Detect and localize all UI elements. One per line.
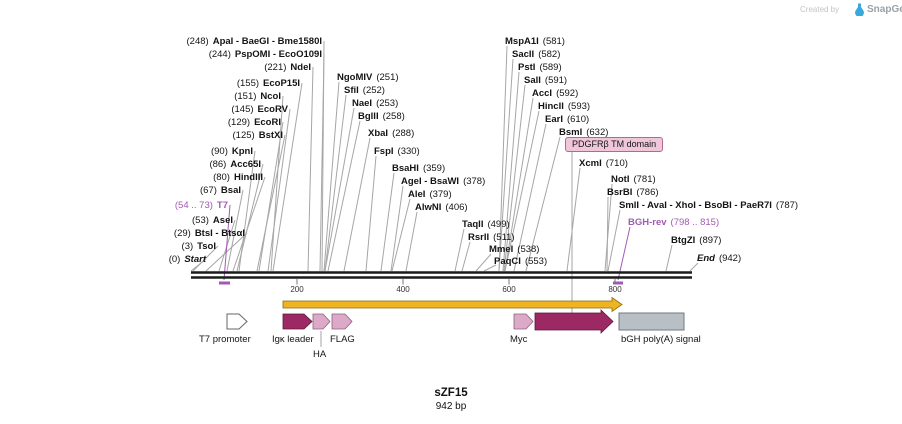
- ruler-tick-label: 400: [396, 285, 410, 294]
- enzyme-site-label[interactable]: TaqII (499): [462, 219, 510, 230]
- enzyme-site-label[interactable]: SfiI (252): [344, 85, 385, 96]
- enzyme-site-label[interactable]: XbaI (288): [368, 128, 415, 139]
- construct-length: 942 bp: [435, 401, 467, 412]
- enzyme-site-label[interactable]: HincII (593): [538, 101, 591, 112]
- enzyme-site-label[interactable]: (53) AseI: [192, 215, 233, 226]
- enzyme-site-label[interactable]: (67) BsaI: [200, 185, 241, 196]
- feature-label-flag[interactable]: FLAG: [330, 334, 355, 345]
- feature-flag-arrow[interactable]: [331, 313, 353, 330]
- start-label: (0) Start: [168, 254, 206, 265]
- enzyme-site-label[interactable]: NotI (781): [611, 174, 656, 185]
- feature-igk-leader-arrow[interactable]: [282, 313, 313, 330]
- enzyme-site-label[interactable]: (151) NcoI: [234, 91, 281, 102]
- enzyme-site-label[interactable]: MmeI (538): [489, 244, 540, 255]
- primer-label-t7[interactable]: (54 .. 73) T7: [174, 200, 228, 211]
- enzyme-site-label[interactable]: (248) ApaI - BaeGI - Bme1580I: [186, 36, 322, 47]
- primer-label-bgh-rev[interactable]: BGH-rev (798 .. 815): [628, 217, 720, 228]
- feature-label-t7-promoter[interactable]: T7 promoter: [199, 334, 251, 345]
- enzyme-site-label[interactable]: AgeI - BsaWI (378): [401, 176, 486, 187]
- end-label: End (942): [697, 253, 742, 264]
- enzyme-site-label[interactable]: AlwNI (406): [415, 202, 468, 213]
- enzyme-site-label[interactable]: BsmI (632): [559, 127, 609, 138]
- enzyme-site-label[interactable]: AccI (592): [532, 88, 579, 99]
- watermark-created-by: Created by: [800, 5, 840, 14]
- enzyme-site-label[interactable]: BglII (258): [358, 111, 405, 122]
- enzyme-site-label[interactable]: (155) EcoP15I: [236, 78, 300, 89]
- annotation-pdgfrb-tm-domain[interactable]: PDGFRβ TM domain: [565, 137, 664, 152]
- feature-label-ha[interactable]: HA: [313, 349, 327, 360]
- enzyme-site-label[interactable]: PstI (589): [518, 62, 562, 73]
- enzyme-site-label[interactable]: (29) BtsI - BtsαI: [173, 228, 245, 239]
- enzyme-site-label[interactable]: SmlI - AvaI - XhoI - BsoBI - PaeR7I (787): [619, 200, 799, 211]
- feature-label-myc[interactable]: Myc: [510, 334, 528, 345]
- feature-label-igk-leader[interactable]: Igκ leader: [272, 334, 314, 345]
- ruler-tick-label: 600: [502, 285, 516, 294]
- orf-arrow[interactable]: [282, 296, 623, 313]
- enzyme-site-label[interactable]: (125) BstXI: [232, 130, 283, 141]
- enzyme-site-label[interactable]: (244) PspOMI - EcoO109I: [208, 49, 322, 60]
- enzyme-site-label[interactable]: BtgZI (897): [671, 235, 722, 246]
- enzyme-site-label[interactable]: BsaHI (359): [392, 163, 446, 174]
- enzyme-site-label[interactable]: XcmI (710): [579, 158, 628, 169]
- enzyme-site-label[interactable]: BsrBI (786): [607, 187, 659, 198]
- enzyme-site-label[interactable]: (90) KpnI: [210, 146, 253, 157]
- enzyme-site-label[interactable]: RsrII (511): [468, 232, 515, 243]
- enzyme-site-label[interactable]: (3) TsoI: [181, 241, 216, 252]
- feature-cds-arrow[interactable]: [534, 309, 614, 334]
- enzyme-site-label[interactable]: NaeI (253): [352, 98, 399, 109]
- snapgene-logo-icon: [854, 3, 865, 21]
- enzyme-site-label[interactable]: (145) EcoRV: [231, 104, 288, 115]
- watermark-brand: SnapGene: [867, 4, 902, 15]
- enzyme-site-label[interactable]: AleI (379): [408, 189, 452, 200]
- ruler-tick-label: 200: [290, 285, 304, 294]
- enzyme-site-label[interactable]: (86) Acc65I: [209, 159, 261, 170]
- enzyme-site-label[interactable]: SalI (591): [524, 75, 568, 86]
- enzyme-site-label[interactable]: (80) HindIII: [213, 172, 263, 183]
- enzyme-site-label[interactable]: (221) NdeI: [264, 62, 311, 73]
- feature-t7-promoter-arrow[interactable]: [226, 313, 248, 330]
- sequence-line[interactable]: [191, 271, 692, 279]
- enzyme-site-label[interactable]: SacII (582): [512, 49, 561, 60]
- feature-myc-arrow[interactable]: [513, 313, 534, 330]
- feature-bgh-polya-box[interactable]: [618, 312, 685, 331]
- enzyme-site-label[interactable]: MspA1I (581): [505, 36, 565, 47]
- enzyme-site-label[interactable]: PaqCI (553): [494, 256, 548, 267]
- enzyme-site-label[interactable]: (129) EcoRI: [227, 117, 281, 128]
- feature-label-bgh-polya[interactable]: bGH poly(A) signal: [621, 334, 701, 345]
- enzyme-site-label[interactable]: FspI (330): [374, 146, 420, 157]
- ruler-tick-label: 800: [608, 285, 622, 294]
- enzyme-site-label[interactable]: NgoMIV (251): [337, 72, 399, 83]
- construct-name: sZF15: [434, 387, 468, 399]
- feature-ha-arrow[interactable]: [312, 313, 331, 330]
- ruler-ticks: [296, 279, 616, 285]
- enzyme-site-label[interactable]: EarI (610): [545, 114, 590, 125]
